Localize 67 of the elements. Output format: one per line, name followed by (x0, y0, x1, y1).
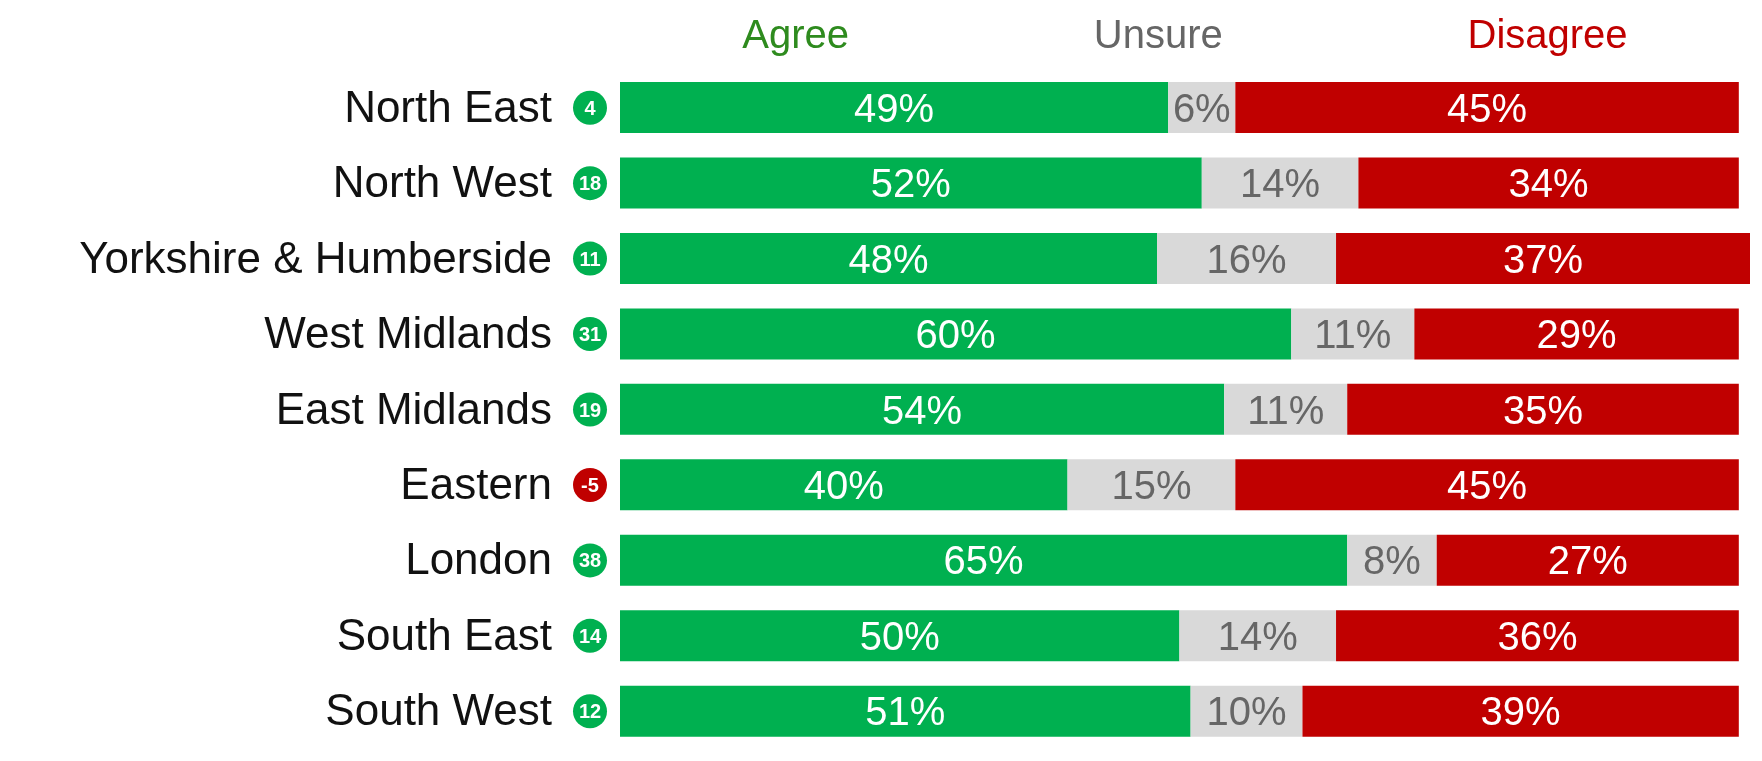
data-label: 45% (1447, 85, 1528, 130)
text: 31 (578, 323, 602, 346)
data-label: 37% (1502, 236, 1584, 281)
data-label: 48% (848, 236, 929, 281)
data-label: 36% (1497, 613, 1578, 658)
data-label: 54% (882, 387, 963, 432)
series-label: Unsure (1093, 12, 1223, 57)
bar (1436, 534, 1739, 586)
data-label: 16% (1206, 236, 1287, 281)
bar (620, 157, 1202, 209)
data-label: 34% (1508, 161, 1589, 206)
bar (620, 534, 1348, 586)
data-label: 45% (1447, 462, 1528, 507)
bar (620, 610, 1180, 662)
text: 38 (578, 549, 602, 572)
bar (620, 383, 1225, 435)
bar (620, 82, 1169, 134)
y-tick-label: Yorkshire & Humberside (79, 232, 552, 282)
data-label: 60% (915, 312, 996, 357)
text: 19 (578, 398, 602, 421)
y-tick-label: London (405, 534, 552, 584)
bar (1235, 82, 1739, 134)
data-label: 50% (859, 613, 940, 658)
data-label: 6% (1172, 85, 1231, 130)
data-label: 27% (1547, 538, 1628, 583)
bar (1302, 685, 1739, 737)
text: 14 (578, 624, 602, 647)
bar (620, 685, 1191, 737)
bar (1414, 308, 1739, 360)
text: 11 (579, 247, 601, 270)
data-label: 51% (865, 689, 946, 734)
bar (1358, 157, 1739, 209)
bar (1347, 383, 1739, 435)
series-label: Agree (742, 12, 850, 57)
bar (620, 459, 1068, 511)
text: -5 (581, 473, 599, 496)
data-label: 8% (1363, 538, 1421, 583)
data-label: 15% (1111, 462, 1192, 507)
y-tick-label: South East (336, 609, 552, 659)
bar (1336, 232, 1750, 284)
data-label: 40% (803, 462, 884, 507)
data-label: 39% (1480, 689, 1561, 734)
y-tick-label: East Midlands (275, 383, 552, 433)
data-label: 11% (1247, 387, 1325, 432)
y-tick-label: North East (344, 81, 552, 131)
y-tick-label: West Midlands (264, 308, 552, 358)
y-tick-label: North West (332, 157, 552, 207)
bar (1235, 459, 1739, 511)
data-label: 14% (1217, 613, 1298, 658)
bar (1336, 610, 1739, 662)
y-tick-label: South West (325, 685, 552, 735)
data-label: 11% (1314, 312, 1392, 357)
data-label: 65% (943, 538, 1024, 583)
y-tick-label: Eastern (400, 458, 552, 508)
bar (620, 308, 1292, 360)
data-label: 10% (1206, 689, 1287, 734)
data-label: 35% (1502, 387, 1584, 432)
series-label: Disagree (1467, 12, 1628, 57)
data-label: 14% (1240, 161, 1321, 206)
text: 18 (578, 172, 602, 195)
data-label: 49% (854, 85, 935, 130)
bar (620, 232, 1158, 284)
text: 12 (578, 700, 602, 723)
bar (1157, 232, 1337, 284)
text: 4 (584, 96, 597, 119)
data-label: 29% (1536, 312, 1617, 357)
data-label: 52% (870, 161, 951, 206)
